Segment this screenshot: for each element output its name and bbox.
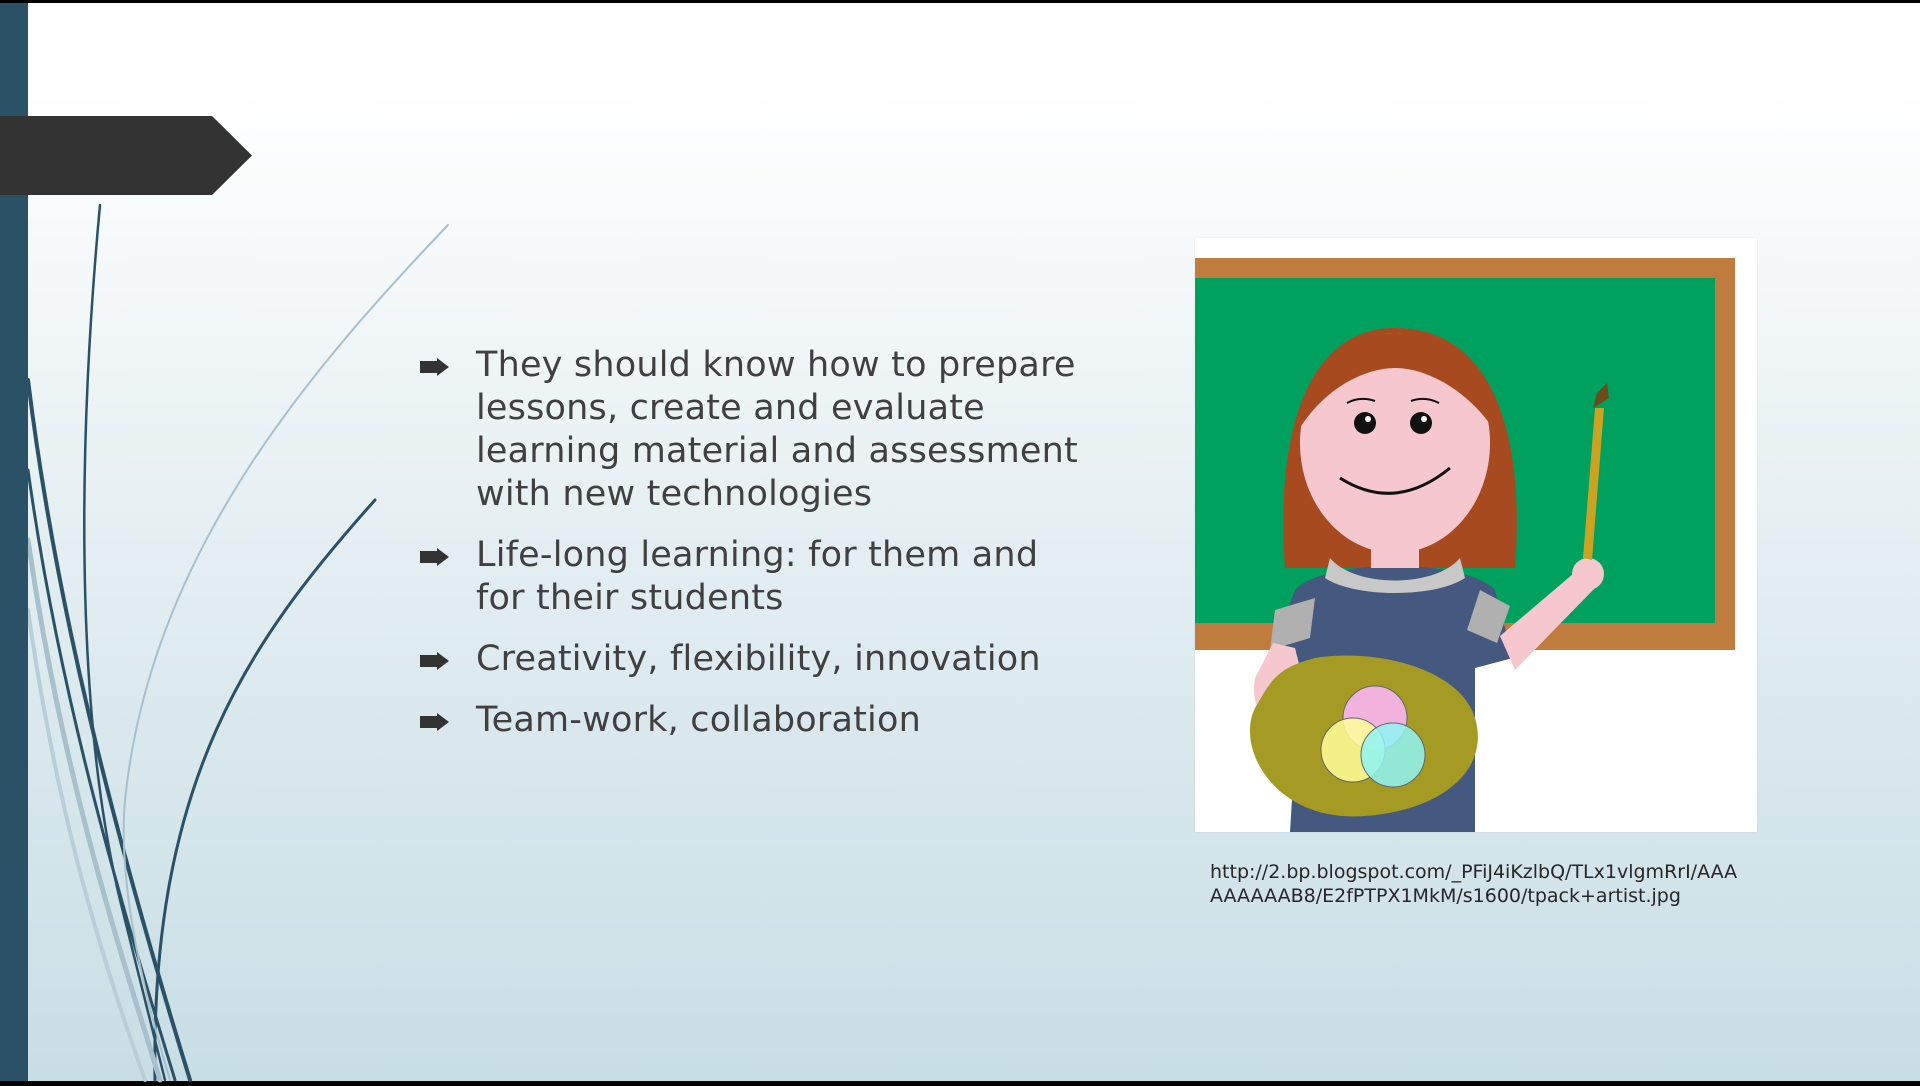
bullet-item: They should know how to prepare lessons,… [420, 344, 1080, 516]
arrow-bullet-icon [420, 652, 449, 670]
title-tab [0, 116, 252, 195]
teacher-artist-illustration [1195, 258, 1735, 832]
bullet-text: Team-work, collaboration [476, 700, 921, 740]
bullet-text: Life-long learning: for them and for the… [476, 535, 1039, 618]
bullet-text: They should know how to prepare lessons,… [476, 345, 1078, 514]
bullet-list: They should know how to prepare lessons,… [420, 344, 1080, 760]
arrow-bullet-icon [420, 713, 449, 731]
bullet-item: Team-work, collaboration [420, 699, 1080, 742]
arrow-bullet-icon [420, 548, 449, 566]
image-source-caption: http://2.bp.blogspot.com/_PFiJ4iKzlbQ/TL… [1210, 861, 1738, 907]
teacher-artist-image[interactable] [1195, 238, 1757, 832]
bullet-text: Creativity, flexibility, innovation [476, 639, 1041, 679]
bullet-item: Creativity, flexibility, innovation [420, 638, 1080, 681]
bullet-item: Life-long learning: for them and for the… [420, 534, 1080, 620]
arrow-bullet-icon [420, 358, 449, 376]
decorative-swooshes [25, 203, 449, 1083]
